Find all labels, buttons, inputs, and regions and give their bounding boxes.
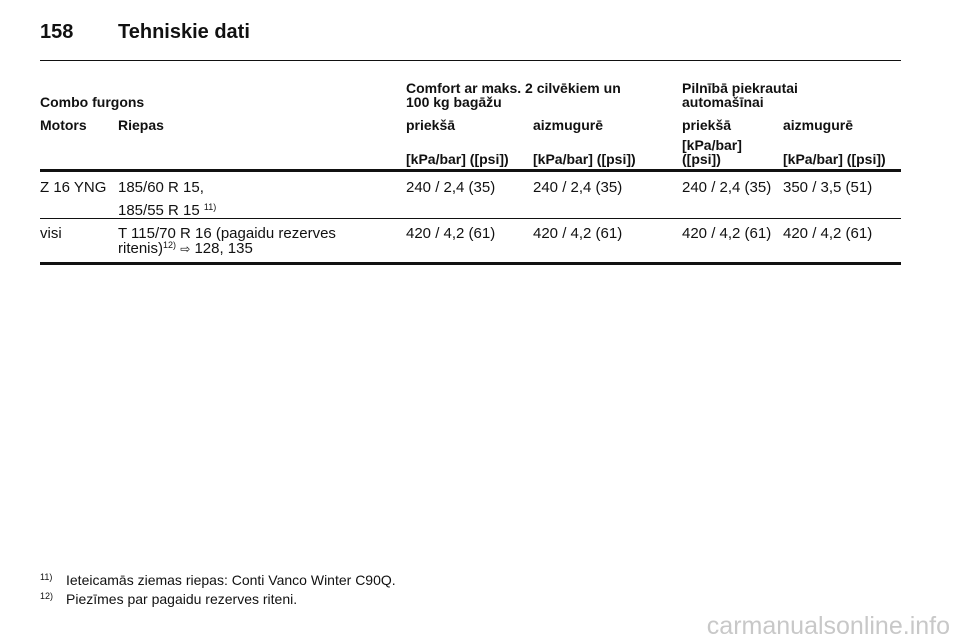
col-motors: Motors [40, 117, 87, 133]
page-reference-arrow-icon: ⇨ [180, 242, 191, 256]
page-reference-link[interactable]: 128, 135 [194, 240, 253, 257]
col-full-front: priekšā [682, 117, 732, 133]
value-cell: 420 / 4,2 (61) [406, 225, 496, 242]
col-comfort-front: priekšā [406, 117, 456, 133]
value-cell: 420 / 4,2 (61) [682, 225, 772, 242]
page-title: Tehniskie dati [118, 21, 250, 43]
value-cell: 350 / 3,5 (51) [783, 179, 873, 196]
watermark: carmanualsonline.info [706, 612, 950, 640]
unit-comfort-front: [kPa/bar] ([psi]) [406, 151, 509, 167]
motor-cell: visi [40, 225, 62, 242]
value-cell: 240 / 2,4 (35) [682, 179, 772, 196]
group-comfort: Comfort ar maks. 2 cilvēkiem un 100 kg b… [406, 81, 621, 109]
group-full-line1: Pilnībā piekrautai [682, 80, 798, 96]
tyres-cell: T 115/70 R 16 (pagaidu rezerves ritenis)… [118, 226, 336, 257]
footnote: 12) Piezīmes par pagaidu rezerves riteni… [40, 591, 297, 607]
tyres-line1: 185/60 R 15, [118, 179, 204, 196]
value-cell: 240 / 2,4 (35) [533, 179, 623, 196]
unit-full-front: [kPa/bar] ([psi]) [682, 138, 742, 166]
tyres-line1: T 115/70 R 16 (pagaidu rezerves [118, 225, 336, 242]
footnote-text: Piezīmes par pagaidu rezerves riteni. [66, 591, 298, 607]
group-full: Pilnībā piekrautai automašīnai [682, 81, 798, 109]
footnote: 11) Ieteicamās ziemas riepas: Conti Vanc… [40, 572, 396, 588]
col-tyres: Riepas [118, 117, 164, 133]
header-rule [40, 60, 901, 61]
table-header-rule [40, 169, 901, 172]
unit-full-front-line1: [kPa/bar] [682, 137, 742, 153]
footnote-ref[interactable]: 12) [163, 240, 177, 250]
group-full-line2: automašīnai [682, 94, 764, 110]
tyres-cell: 185/60 R 15, 185/55 R 15 11) [118, 180, 216, 218]
group-comfort-line1: Comfort ar maks. 2 cilvēkiem un [406, 80, 621, 96]
tyres-line2: 185/55 R 15 [118, 202, 200, 219]
footnote-mark: 11) [40, 572, 53, 582]
footnote-text: Ieteicamās ziemas riepas: Conti Vanco Wi… [66, 572, 396, 588]
value-cell: 420 / 4,2 (61) [533, 225, 623, 242]
col-full-rear: aizmugurē [783, 117, 854, 133]
unit-full-rear: [kPa/bar] ([psi]) [783, 151, 886, 167]
group-label: Combo furgons [40, 94, 145, 110]
tyres-line2: ritenis) [118, 240, 164, 257]
col-comfort-rear: aizmugurē [533, 117, 604, 133]
value-cell: 240 / 2,4 (35) [406, 179, 496, 196]
unit-comfort-rear: [kPa/bar] ([psi]) [533, 151, 636, 167]
row-divider [40, 218, 901, 219]
footnote-ref[interactable]: 11) [203, 202, 217, 212]
group-comfort-line2: 100 kg bagāžu [406, 94, 502, 110]
page-number: 158 [40, 21, 74, 43]
footnote-mark: 12) [40, 591, 54, 601]
unit-full-front-line2: ([psi]) [682, 151, 721, 167]
value-cell: 420 / 4,2 (61) [783, 225, 873, 242]
table-bottom-rule [40, 262, 901, 265]
motor-cell: Z 16 YNG [40, 179, 107, 196]
